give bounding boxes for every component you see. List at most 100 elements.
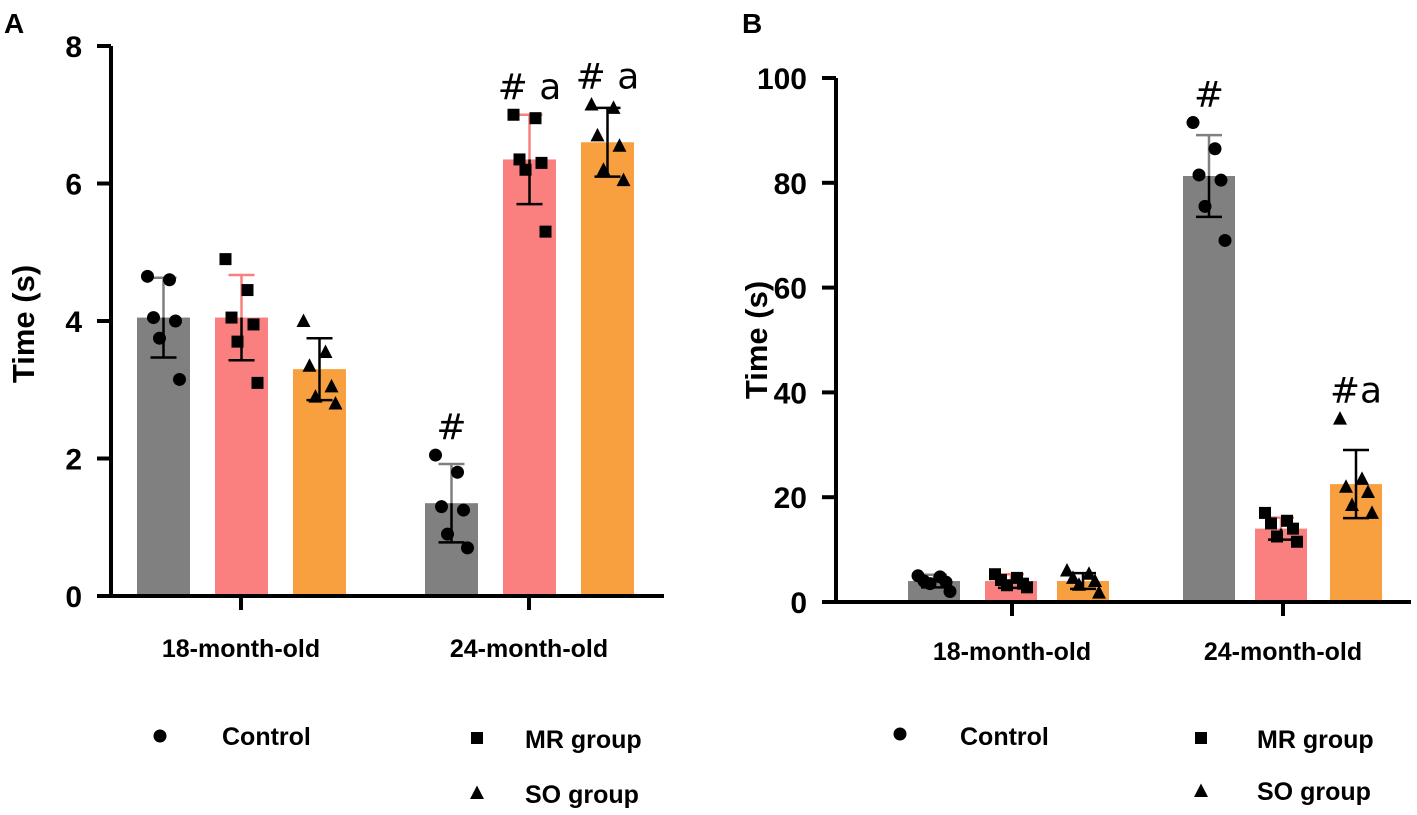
- panel-b-legend-label-0: Control: [960, 723, 1049, 751]
- panel-a-point-0-1-3: [457, 503, 470, 517]
- panel-b-point-2-0-0: [1060, 563, 1074, 577]
- panel-a-point-2-1-2: [590, 127, 605, 142]
- panel-b-point-1-0-5: [1021, 581, 1033, 594]
- panel-a-point-2-0-3: [324, 378, 339, 393]
- panel-b-point-1-1-5: [1291, 535, 1303, 548]
- panel-a-point-1-0-0: [219, 253, 232, 266]
- panel-a-point-0-0-3: [169, 314, 182, 328]
- panel-b-bar-0-1: [1183, 175, 1235, 602]
- panel-b-annotation-0-1: #: [1194, 75, 1224, 116]
- panel-a-bar-1-0: [215, 317, 268, 596]
- panel-a-point-1-1-2: [513, 153, 526, 166]
- panel-b-point-2-1-4: [1345, 497, 1359, 512]
- panel-b-y-tick-label-1: 20: [774, 482, 807, 515]
- panel-a-y-tick-label-3: 6: [65, 169, 82, 202]
- panel-a-point-0-1-5: [461, 541, 474, 555]
- panel-a-point-1-0-3: [247, 318, 260, 331]
- panel-b-letter: B: [742, 8, 762, 39]
- panel-b-point-2-1-0: [1333, 411, 1347, 425]
- panel-a-annotation-2-1: # a: [576, 56, 640, 97]
- panel-b-chart: # #a 0 20 40 60 80 100 18-month-old 24-month-old T…: [739, 63, 1411, 806]
- panel-a-point-1-0-4: [231, 335, 244, 348]
- panel-a-annotation-0-1: #: [436, 407, 466, 448]
- panel-b-y-tick-label-3: 60: [774, 273, 807, 306]
- panel-a-point-2-1-3: [612, 138, 627, 152]
- panel-a-point-2-1-4: [596, 162, 611, 176]
- panel-b-annotation-2-1: #a: [1330, 371, 1382, 412]
- panel-a-x-category-label-0: 18-month-old: [162, 635, 320, 663]
- panel-a-point-2-0-5: [328, 396, 343, 410]
- panel-a-point-0-1-1: [451, 465, 464, 479]
- panel-a-bar-0-0: [137, 317, 190, 596]
- panel-a-point-1-1-3: [535, 156, 548, 169]
- panel-b-point-1-1-3: [1287, 522, 1299, 535]
- panel-a-point-1-1-5: [539, 225, 552, 238]
- panel-a-point-2-1-1: [606, 100, 621, 114]
- panel-b-y-tick-label-2: 40: [774, 377, 807, 410]
- panel-b-point-2-0-2: [1066, 570, 1080, 584]
- panel-b-point-0-1-1: [1208, 142, 1222, 156]
- panel-b-point-2-0-4: [1072, 577, 1086, 591]
- panel-b-point-2-1-3: [1361, 484, 1375, 498]
- panel-a-point-0-0-4: [153, 331, 166, 345]
- panel-b-legend-label-1: MR group: [1257, 726, 1374, 754]
- panel-a-letter: A: [4, 8, 24, 39]
- panel-a-y-axis-title: Time (s): [6, 265, 41, 383]
- panel-a-point-0-1-4: [441, 527, 454, 541]
- panel-b-x-category-label-0: 18-month-old: [933, 638, 1091, 666]
- panel-a-x-category-label-1: 24-month-old: [450, 635, 608, 663]
- panel-b-point-2-0-5: [1092, 585, 1106, 599]
- panel-b-point-2-0-1: [1082, 566, 1096, 580]
- panel-a-bar-1-1: [503, 159, 556, 596]
- panel-a-point-0-0-2: [147, 311, 160, 325]
- panel-b-legend-marker-1: [1195, 732, 1207, 744]
- panel-a-point-0-1-2: [435, 500, 448, 514]
- panel-b-y-tick-label-4: 80: [774, 168, 807, 201]
- panel-b-point-2-0-3: [1088, 573, 1102, 588]
- panel-b-point-1-1-4: [1271, 530, 1283, 543]
- panel-b-point-2-1-2: [1339, 479, 1353, 493]
- panel-a-point-2-1-0: [584, 96, 599, 111]
- panel-b-point-0-1-2: [1192, 168, 1206, 182]
- panel-b-x-category-label-1: 24-month-old: [1204, 638, 1362, 666]
- panel-a-point-2-0-0: [296, 313, 311, 327]
- panel-a-legend-label-0: Control: [222, 723, 311, 751]
- panel-a-point-1-1-4: [519, 163, 532, 176]
- panel-a-y-tick-label-4: 8: [65, 31, 82, 64]
- panel-a-bar-2-1: [581, 142, 634, 596]
- panel-a-point-2-1-5: [616, 172, 631, 187]
- panel-a-y-tick-label-0: 0: [65, 581, 82, 614]
- panel-b-legend-label-2: SO group: [1257, 778, 1371, 806]
- panel-a-point-0-0-5: [173, 372, 186, 386]
- panel-a-point-1-0-5: [251, 376, 264, 389]
- panel-b-point-0-0-4: [923, 577, 937, 591]
- panel-a-legend-marker-0: [153, 729, 167, 743]
- panel-a-y-tick-label-1: 2: [65, 444, 82, 477]
- panel-a-point-0-0-1: [163, 273, 176, 287]
- panel-a-point-0-0-0: [141, 269, 154, 283]
- panel-a-point-1-1-0: [507, 108, 520, 121]
- panel-b-point-0-0-5: [943, 585, 957, 599]
- panel-b-point-2-1-1: [1355, 471, 1369, 485]
- panel-b-point-1-0-4: [1001, 579, 1013, 592]
- panel-a-legend-label-1: MR group: [525, 726, 642, 754]
- panel-b-point-0-1-5: [1218, 233, 1232, 247]
- panel-b-point-1-1-2: [1265, 517, 1277, 530]
- panel-a-point-1-0-2: [225, 311, 238, 324]
- panel-b-legend-marker-0: [893, 727, 907, 741]
- panel-b-y-tick-label-5: 100: [757, 63, 807, 96]
- panel-b-point-0-1-0: [1186, 116, 1200, 130]
- panel-a-legend-marker-2: [470, 785, 484, 799]
- panel-b-y-axis-title: Time (s): [739, 281, 774, 399]
- panel-a-point-2-0-2: [302, 358, 317, 372]
- panel-a-point-0-1-0: [429, 448, 442, 462]
- panel-a-legend-label-2: SO group: [525, 781, 639, 809]
- panel-a-point-2-0-1: [318, 344, 333, 358]
- panel-b-point-2-1-5: [1365, 505, 1379, 519]
- panel-a-y-tick-label-2: 4: [65, 306, 82, 339]
- panel-b-point-1-1-0: [1259, 506, 1271, 519]
- panel-b-point-0-1-4: [1198, 199, 1212, 213]
- panel-a-point-1-0-1: [241, 284, 254, 297]
- panel-b-point-0-1-3: [1214, 173, 1228, 187]
